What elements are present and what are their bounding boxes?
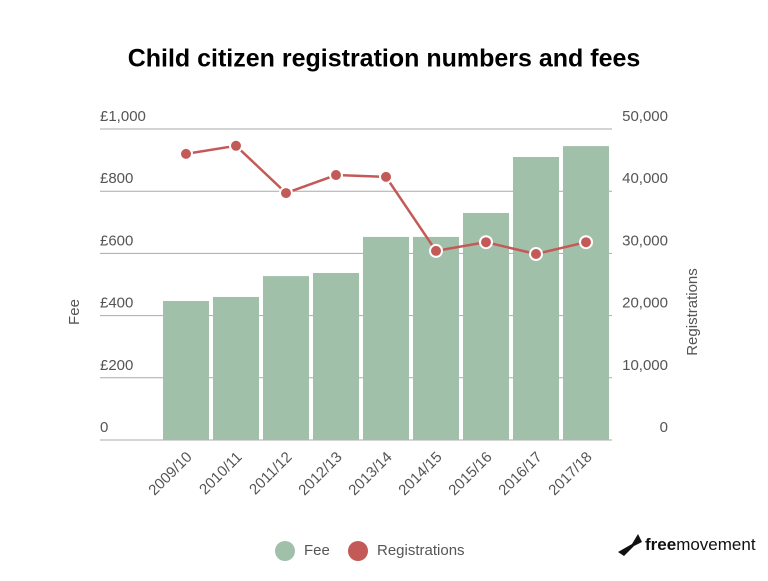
brand: freemovement xyxy=(618,534,756,556)
line-point xyxy=(529,247,543,262)
line-point xyxy=(279,186,293,201)
bar xyxy=(313,272,359,440)
line-point xyxy=(579,235,593,250)
brand-free: free xyxy=(645,535,676,554)
y2-tick-label: 50,000 xyxy=(622,108,668,125)
y-tick-label: £600 xyxy=(100,232,133,249)
x-tick-label: 2015/16 xyxy=(445,449,495,499)
y-tick-label: £1,000 xyxy=(100,108,146,125)
line-point xyxy=(379,169,393,184)
brand-text: freemovement xyxy=(645,535,756,554)
x-tick-label: 2017/18 xyxy=(545,449,595,499)
line-point xyxy=(229,138,243,153)
y-tick-label: 0 xyxy=(100,419,108,436)
bar xyxy=(513,156,559,441)
y2-tick-label: 20,000 xyxy=(622,295,668,312)
line-point xyxy=(329,168,343,183)
bar xyxy=(563,146,609,441)
x-tick-label: 2010/11 xyxy=(196,449,246,499)
x-tick-label: 2012/13 xyxy=(295,449,345,499)
y-tick-label: £800 xyxy=(100,170,133,187)
chart-title: Child citizen registration numbers and f… xyxy=(128,45,641,73)
x-tick-label: 2016/17 xyxy=(495,449,545,499)
y2-tick-label: 30,000 xyxy=(622,232,668,249)
y-tick-label: £200 xyxy=(100,357,133,374)
bar xyxy=(213,296,259,440)
legend-label: Fee xyxy=(304,542,330,559)
x-tick-label: 2011/12 xyxy=(246,449,296,499)
y2-tick-label: 40,000 xyxy=(622,170,668,187)
legend-swatch xyxy=(348,541,368,561)
bar xyxy=(463,212,509,440)
legend-swatch xyxy=(275,541,295,561)
bar xyxy=(163,300,209,440)
bar xyxy=(413,236,459,440)
line-point xyxy=(179,146,193,161)
y2-axis-label: Registrations xyxy=(684,268,701,356)
line-point xyxy=(429,243,443,258)
brand-movement: movement xyxy=(676,535,756,554)
bar xyxy=(263,276,309,440)
bar xyxy=(363,236,409,440)
legend-label: Registrations xyxy=(377,542,465,559)
y2-tick-label: 10,000 xyxy=(622,357,668,374)
y2-tick-label: 0 xyxy=(660,419,668,436)
x-tick-label: 2014/15 xyxy=(395,449,445,499)
y-axis-label: Fee xyxy=(66,299,83,325)
brand-logo xyxy=(618,534,642,556)
y-tick-label: £400 xyxy=(100,295,133,312)
line-point xyxy=(479,235,493,250)
x-tick-label: 2009/10 xyxy=(145,449,195,499)
x-tick-label: 2013/14 xyxy=(345,449,395,499)
